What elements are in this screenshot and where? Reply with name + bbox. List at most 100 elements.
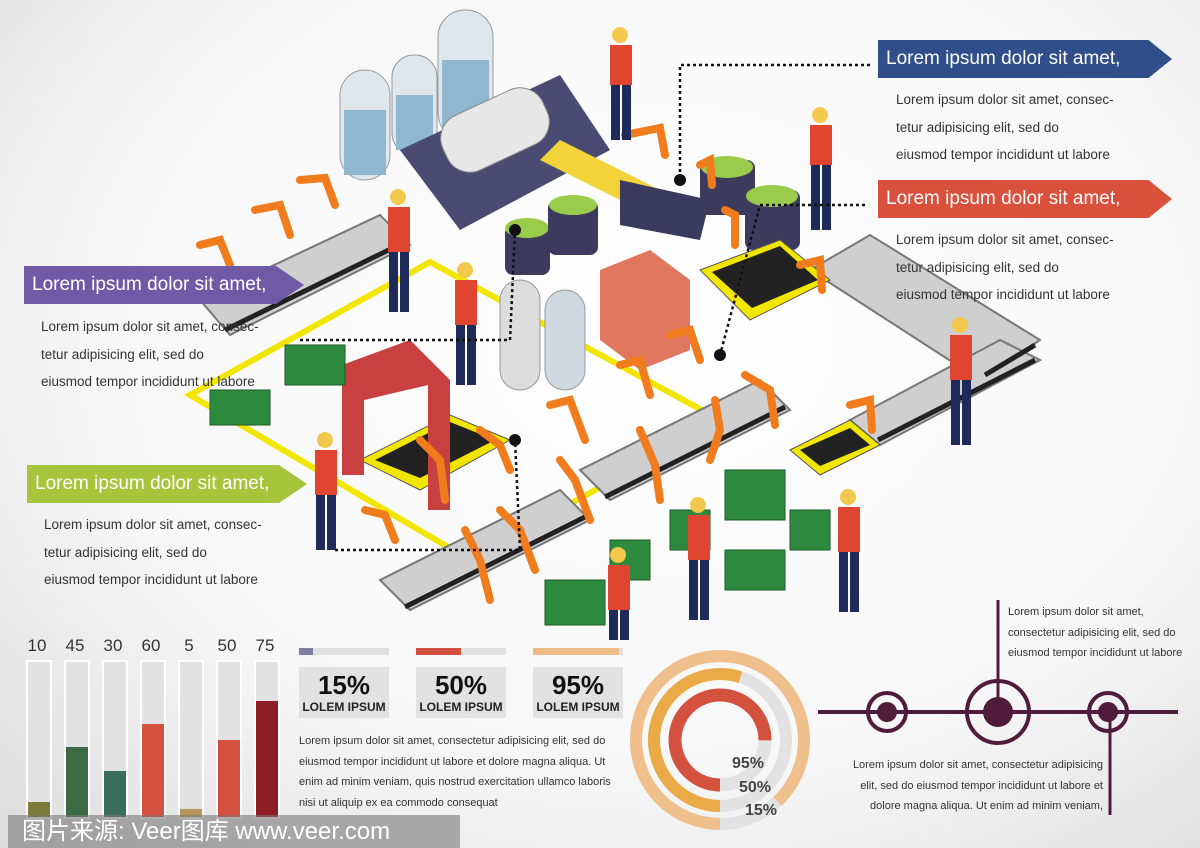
progress-fill [533,648,619,655]
worker [810,107,832,230]
bar-track [216,660,242,819]
callout-banner-red: Lorem ipsum dolor sit amet, [878,180,1172,218]
timeline-node [1087,691,1129,733]
progress-bar [533,648,623,655]
text-line: eiusmod tempor incididunt ut labore [1008,647,1183,659]
timeline-node [866,691,908,733]
callout-title: Lorem ipsum dolor sit amet, [32,274,267,295]
callout-line: tetur adipisicing elit, sed do [41,346,204,362]
callout-line: eiusmod tempor incididunt ut labore [896,147,1110,162]
bar-value-label: 50 [217,636,237,655]
ring-chart [630,650,810,830]
progress-fill [416,648,461,655]
ring-arc [648,668,792,812]
stat-box: 95% LOLEM IPSUM [533,667,623,718]
callout-banner-purple: Lorem ipsum dolor sit amet, [24,266,304,304]
callout-line: tetur adipisicing elit, sed do [896,119,1059,135]
bar-track [102,660,128,819]
callout-line: Lorem ipsum dolor sit amet, consec- [896,232,1114,247]
bar-track [254,660,280,819]
text-line: dolore magna aliqua. Ut enim ad minim ve… [870,800,1103,812]
progress-bar [416,648,506,655]
gate [342,340,450,510]
timeline-top-text: Lorem ipsum dolor sit amet, consectetur … [1008,602,1182,664]
callout-line: Lorem ipsum dolor sit amet, consec- [896,92,1114,107]
ring-label: 95% [732,755,765,772]
worker [608,547,630,640]
timeline-bottom-text: Lorem ipsum dolor sit amet, consectetur … [830,755,1103,817]
callout-line: Lorem ipsum dolor sit amet, consec- [44,517,262,532]
callout-title: Lorem ipsum dolor sit amet, [886,188,1121,209]
callout-text: Lorem ipsum dolor sit amet, consec- tetu… [896,86,1114,169]
bar-value-label: 5 [184,636,194,655]
leader-lines [300,63,870,552]
stat-label: LOLEM IPSUM [302,700,386,714]
timeline-graphic [818,600,1178,815]
bar [256,700,278,817]
ring-label: 50% [739,779,772,796]
callout-banner-green: Lorem ipsum dolor sit amet, [27,465,307,503]
machine [400,75,710,370]
bar [104,770,126,817]
bar [218,739,240,817]
callout-title: Lorem ipsum dolor sit amet, [35,473,270,494]
text-line: Lorem ipsum dolor sit amet, [1008,606,1144,618]
watermark-text: 图片来源: Veer图库 www.veer.com [22,818,391,845]
bar-track [140,660,166,819]
paragraph-line: eiusmod tempor incididunt ut labore et d… [299,755,606,768]
progress-bar [299,648,389,655]
watermark: 图片来源: Veer图库 www.veer.com [8,815,460,848]
bar-value-label: 45 [65,636,85,655]
stat-box: 50% LOLEM IPSUM [416,667,506,718]
bar-value-label: 60 [141,636,161,655]
bar-track [64,660,90,819]
stat-box: 15% LOLEM IPSUM [299,667,389,718]
text-line: consectetur adipisicing elit, sed do [1008,626,1176,639]
progress-fill [299,648,313,655]
callout-line: tetur adipisicing elit, sed do [44,544,207,560]
callout-line: eiusmod tempor incididunt ut labore [41,374,255,389]
bar [180,809,202,817]
bar-track [178,660,204,819]
worker [388,189,410,312]
worker [455,262,477,385]
stats-paragraph: Lorem ipsum dolor sit amet, consectetur … [299,731,611,813]
bar-value-label: 30 [103,636,123,655]
bar [66,747,88,817]
worker [688,497,710,620]
worker [838,489,860,612]
bar [142,724,164,817]
paragraph-line: enim ad minim veniam, quis nostrud exerc… [299,776,611,788]
stat-value: 95% [551,670,605,700]
text-line: Lorem ipsum dolor sit amet, consectetur … [852,759,1103,771]
workers [315,27,972,640]
stat-label: LOLEM IPSUM [419,700,503,714]
stat-value: 15% [317,670,371,700]
bar-value-label: 10 [27,636,47,655]
paragraph-line: Lorem ipsum dolor sit amet, consectetur … [299,735,606,747]
factory-illustration [183,9,1043,640]
bar-track [26,660,52,819]
worker [610,27,632,140]
worker [315,432,337,550]
callout-line: eiusmod tempor incididunt ut labore [896,287,1110,302]
ring-arc [630,650,810,830]
paragraph-line: nisi ut aliquip ex ea commodo consequat [299,796,498,809]
callout-line: eiusmod tempor incididunt ut labore [44,572,258,587]
bar [28,801,50,817]
callout-line: tetur adipisicing elit, sed do [896,259,1059,275]
ring-label: 15% [745,802,778,819]
callout-text: Lorem ipsum dolor sit amet, consec- tetu… [896,226,1114,309]
callout-text: Lorem ipsum dolor sit amet, consec- tetu… [41,313,259,396]
ring-arc [668,688,772,792]
stat-label: LOLEM IPSUM [536,700,620,714]
callout-line: Lorem ipsum dolor sit amet, consec- [41,319,259,334]
bar-value-label: 75 [255,636,275,655]
timeline-node [965,679,1031,745]
worker [950,317,972,445]
callout-text: Lorem ipsum dolor sit amet, consec- tetu… [44,511,262,594]
stat-value: 50% [434,670,488,700]
text-line: elit, sed do eiusmod tempor incididunt u… [860,779,1103,792]
callout-banner-blue: Lorem ipsum dolor sit amet, [878,40,1172,78]
robotic-arms [196,123,876,604]
